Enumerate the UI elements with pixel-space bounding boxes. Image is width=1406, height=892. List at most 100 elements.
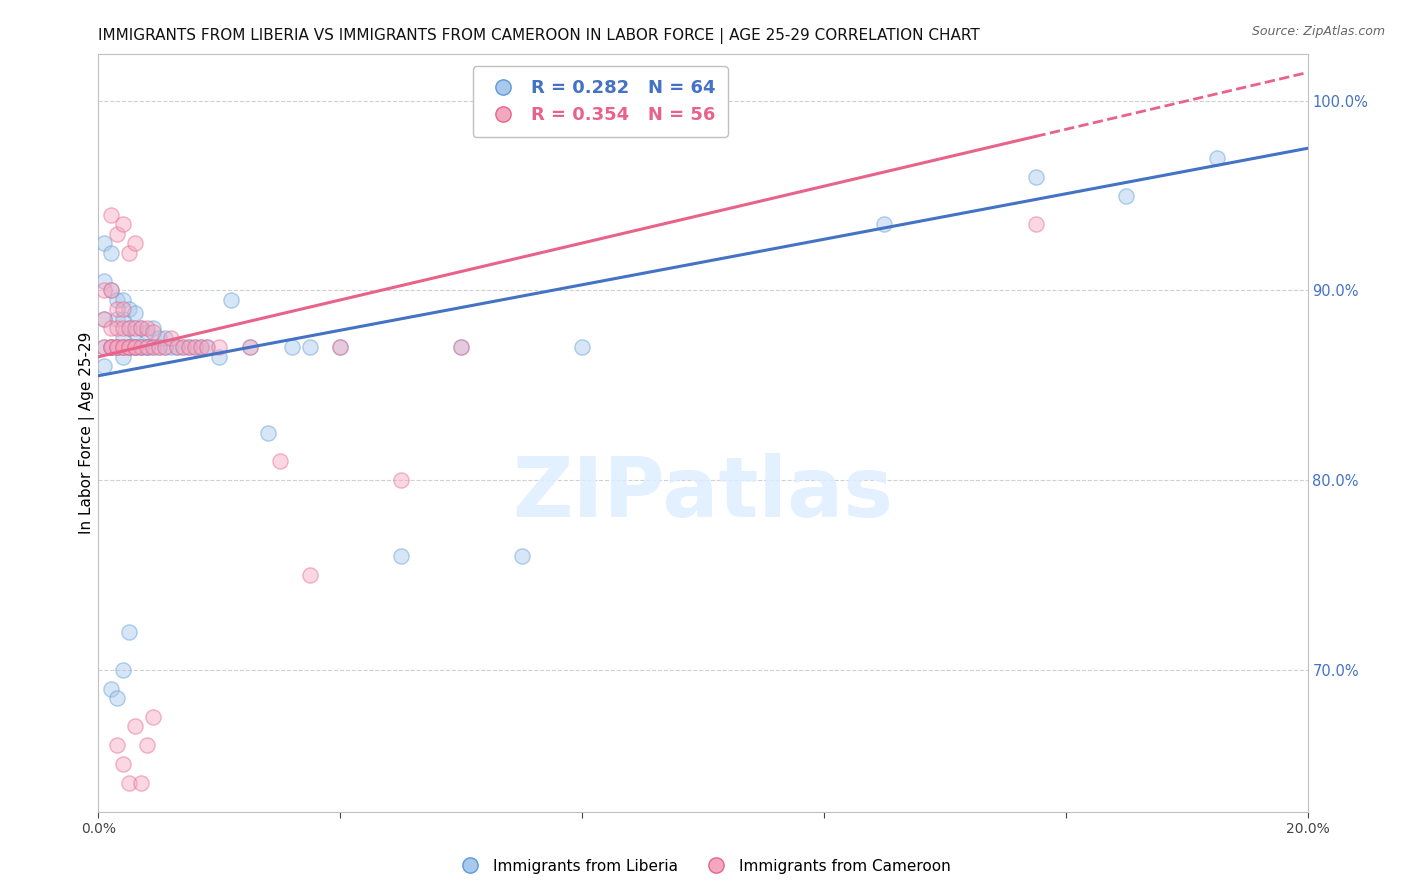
Point [111,217,134,231]
Point [142,325,165,339]
Point [105,227,128,241]
Point [148,340,170,354]
Point [100,340,122,354]
Point [166,340,188,354]
Point [221,293,243,307]
Point [179,340,201,354]
Point [105,311,128,326]
Point [389,549,412,563]
Point [93,274,115,288]
Point [329,340,352,354]
Point [100,681,122,696]
Point [129,321,152,335]
Point [100,321,122,335]
Point [142,321,165,335]
Point [105,340,128,354]
Point [1024,217,1046,231]
Point [93,235,115,250]
Point [105,293,128,307]
Point [153,331,176,345]
Text: ZIPatlas: ZIPatlas [513,453,893,533]
Point [1115,188,1137,202]
Point [571,340,593,354]
Point [118,340,141,354]
Point [195,340,218,354]
Point [118,340,141,354]
Point [100,340,122,354]
Y-axis label: In Labor Force | Age 25-29: In Labor Force | Age 25-29 [79,332,96,533]
Point [1024,169,1046,184]
Point [135,325,157,339]
Legend: R = 0.282   N = 64, R = 0.354   N = 56: R = 0.282 N = 64, R = 0.354 N = 56 [472,66,728,136]
Point [148,331,170,345]
Point [105,340,128,354]
Point [93,311,115,326]
Point [111,293,134,307]
Point [105,321,128,335]
Point [118,302,141,317]
Point [873,217,896,231]
Point [129,776,152,790]
Point [269,454,291,468]
Point [195,340,218,354]
Point [124,235,146,250]
Text: IMMIGRANTS FROM LIBERIA VS IMMIGRANTS FROM CAMEROON IN LABOR FORCE | AGE 25-29 C: IMMIGRANTS FROM LIBERIA VS IMMIGRANTS FR… [98,28,980,44]
Point [124,325,146,339]
Point [118,624,141,639]
Point [118,340,141,354]
Point [160,331,183,345]
Point [93,340,115,354]
Point [124,719,146,733]
Point [105,690,128,705]
Point [100,340,122,354]
Point [111,340,134,354]
Text: Source: ZipAtlas.com: Source: ZipAtlas.com [1251,25,1385,38]
Point [172,340,194,354]
Point [135,340,157,354]
Point [135,739,157,753]
Point [111,321,134,335]
Point [124,340,146,354]
Point [153,340,176,354]
Point [208,350,231,364]
Point [111,302,134,317]
Point [105,739,128,753]
Point [124,340,146,354]
Point [142,340,165,354]
Point [129,340,152,354]
Point [129,321,152,335]
Point [111,311,134,326]
Point [111,663,134,677]
Point [100,340,122,354]
Point [135,340,157,354]
Legend: Immigrants from Liberia, Immigrants from Cameroon: Immigrants from Liberia, Immigrants from… [449,853,957,880]
Point [93,284,115,298]
Point [93,340,115,354]
Point [389,473,412,487]
Point [239,340,262,354]
Point [160,340,183,354]
Point [135,321,157,335]
Point [450,340,472,354]
Point [281,340,304,354]
Point [153,340,176,354]
Point [190,340,212,354]
Point [166,340,188,354]
Point [142,710,165,724]
Point [93,311,115,326]
Point [129,340,152,354]
Point [184,340,207,354]
Point [100,245,122,260]
Point [100,208,122,222]
Point [118,321,141,335]
Point [111,331,134,345]
Point [135,340,157,354]
Point [105,302,128,317]
Point [111,340,134,354]
Point [256,425,278,440]
Point [111,757,134,772]
Point [172,340,194,354]
Point [105,340,128,354]
Point [118,776,141,790]
Point [299,567,322,582]
